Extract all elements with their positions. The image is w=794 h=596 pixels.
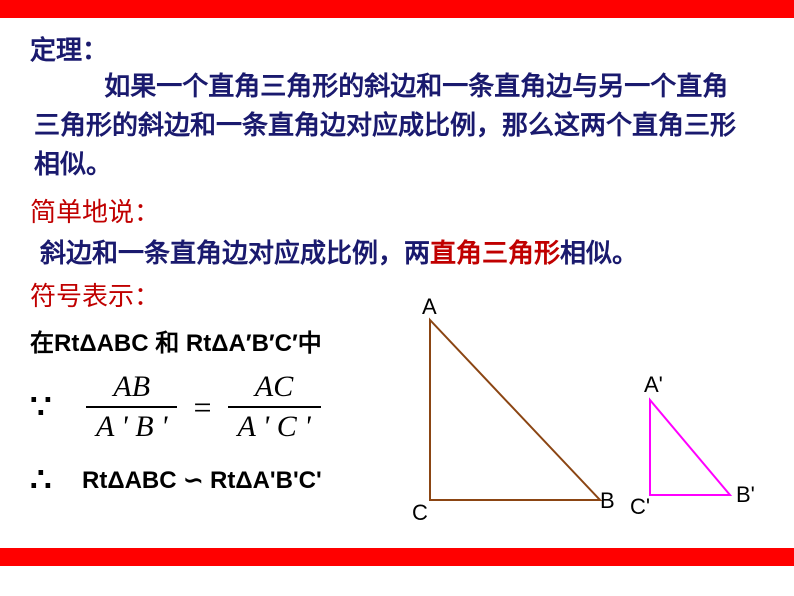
top-red-bar [0, 0, 794, 18]
label-A-prime: A' [644, 372, 663, 398]
small-triangle [650, 400, 730, 495]
frac1-den: A ' B ' [86, 408, 177, 446]
large-triangle [430, 320, 600, 500]
simple-label: 简单地说： [30, 192, 764, 229]
label-C-prime: C' [630, 494, 650, 520]
theorem-body: 如果一个直角三角形的斜边和一条直角边与另一个直角三角形的斜边和一条直角边对应成比… [30, 67, 764, 184]
label-C: C [412, 500, 428, 526]
triangle-diagram: A B C A' B' C' [400, 310, 780, 530]
simple-part1: 斜边和一条直角边对应成比例，两 [40, 238, 430, 268]
because-symbol: ∵ [30, 387, 78, 427]
simple-part3: 相似。 [560, 238, 638, 268]
fraction-2: AC A ' C ' [228, 368, 321, 446]
frac2-num: AC [245, 368, 303, 406]
fraction-1: AB A ' B ' [86, 368, 177, 446]
label-A: A [422, 294, 437, 320]
label-B-prime: B' [736, 482, 755, 508]
frac2-den: A ' C ' [228, 408, 321, 446]
triangles-svg [400, 310, 780, 530]
simple-body: 斜边和一条直角边对应成比例，两直角三角形相似。 [30, 233, 764, 270]
conclusion-text: RtΔABC ∽ RtΔA'B'C' [82, 466, 322, 495]
label-B: B [600, 488, 615, 514]
theorem-label: 定理： [30, 30, 764, 67]
symbol-label: 符号表示： [30, 276, 764, 313]
frac1-num: AB [103, 368, 160, 406]
simple-part2: 直角三角形 [430, 238, 560, 268]
bottom-red-bar [0, 548, 794, 566]
equals-sign: = [193, 389, 211, 426]
therefore-symbol: ∴ [30, 460, 78, 500]
